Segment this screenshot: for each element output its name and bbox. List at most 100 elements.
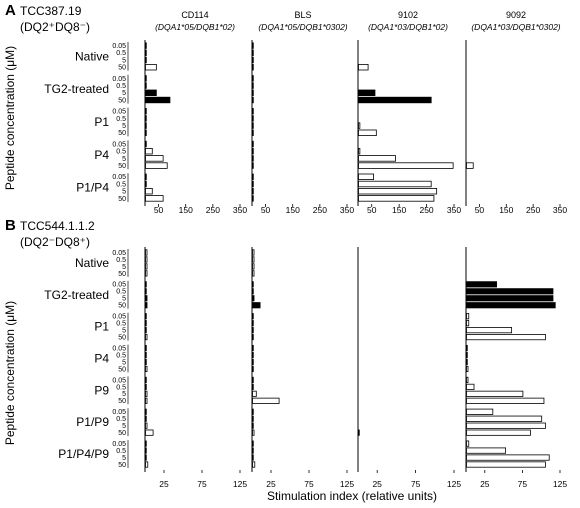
panel-b-group-tg2-treated-bar-9092-0-5 (466, 288, 554, 295)
panel-b-group-p4-bar-9092-5 (466, 358, 468, 366)
panel-a-group-tg2-treated-bar-cd114-50 (145, 96, 171, 104)
panel-b-group-p1-conc-5: 5 (122, 328, 126, 335)
panel-a-tick-label-bls-50: 50 (261, 205, 271, 215)
panel-a-group-p1-p4-bar-bls-5 (252, 187, 254, 195)
panel-a-group-tg2-treated-bar-cd114-0-05 (145, 75, 147, 82)
panel-b-group-p1-p9-conc-50: 50 (118, 430, 126, 437)
panel-a-group-p4-bar-cd114-0-05 (145, 140, 147, 148)
panel-b-group-p4-bar-cd114-0-05 (145, 344, 147, 352)
panel-b-group-p1-p4-p9-bar-cd114-50 (145, 461, 149, 468)
panel-a-group-tg2-treated-bar-bls-5 (252, 89, 254, 96)
panel-b-group-tg2-treated-bar-9092-50 (466, 302, 556, 309)
panel-b-group-p4-bar-bls-0-05 (252, 344, 254, 352)
panel-a-group-p1-p4-conc-0-5: 0.5 (116, 181, 126, 188)
panel-b-tick-label-9102-125: 125 (447, 479, 461, 489)
panel-b-group-tg2-treated-bar-9092-5 (466, 295, 554, 302)
panel-b-phenotype: (DQ2⁻DQ8⁺) (20, 235, 90, 249)
panel-a-tick-label-9092-50: 50 (475, 205, 485, 215)
panel-a-group-p1-bar-bls-50 (252, 129, 254, 136)
panel-a-group-p1-p4-bar-9102-0-05 (358, 173, 374, 180)
panel-b-group-native-bar-cd114-5 (145, 263, 148, 270)
panel-b-group-p1-p9-bar-9092-0-5 (466, 415, 543, 422)
panel-b-group-p1-p4-p9-bar-9092-0-5 (466, 447, 507, 454)
panel-b-group-native-bar-bls-50 (252, 270, 255, 277)
panel-a-group-p1-conc-5: 5 (122, 123, 126, 130)
panel-a-group-p1-bar-bls-5 (252, 122, 254, 129)
panel-b-group-p1-p9-bar-bls-0-05 (252, 408, 254, 415)
panel-a-group-p4-conc-5: 5 (122, 156, 126, 163)
panel-b-group-tg2-treated-conc-5: 5 (122, 296, 126, 303)
panel-a-group-native-bar-bls-0-05 (252, 42, 254, 49)
panel-b-tick-label-cd114-25: 25 (159, 479, 169, 489)
panel-a-group-p1-label: P1 (94, 115, 109, 129)
panel-b-group-p1-p4-p9-bar-cd114-0-5 (145, 447, 147, 454)
panel-b-group-p9-bar-cd114-0-05 (145, 376, 147, 383)
panel-a-group-p1-p4-bar-cd114-0-05 (145, 173, 147, 180)
panel-a-group-p1-p4-label: P1/P4 (76, 181, 109, 195)
panel-a-group-tg2-treated-bar-bls-0-05 (252, 75, 254, 82)
panel-b-group-tg2-treated-conc-50: 50 (118, 303, 126, 310)
panel-b-group-p1-p4-p9-bar-9092-50 (466, 461, 546, 468)
panel-b-group-native-conc-0-5: 0.5 (116, 257, 126, 264)
panel-b-group-p9-conc-0-05: 0.05 (112, 377, 126, 384)
panel-b-group-native-bar-cd114-0-05 (145, 249, 148, 256)
panel-a-group-p1-conc-0-05: 0.05 (112, 109, 126, 116)
panel-a-group-tg2-treated-bar-bls-0-5 (252, 82, 254, 89)
panel-b-group-p1-bar-bls-5 (252, 327, 254, 334)
col-header-9092: 9092 (506, 10, 526, 20)
panel-b-group-p9-conc-0-5: 0.5 (116, 384, 126, 391)
panel-a-group-p1-p4-bar-9102-5 (358, 187, 438, 195)
panel-b-group-p1-label: P1 (94, 320, 109, 334)
panel-b-group-p1-p4-p9-bar-bls-5 (252, 454, 254, 461)
panel-a-group-p1-conc-50: 50 (118, 130, 126, 137)
panel-b-group-p4-bar-cd114-50 (145, 365, 148, 373)
panel-a-group-native-bar-cd114-0-5 (145, 49, 147, 56)
panel-a-group-p1-p4-bar-9102-0-5 (358, 180, 432, 188)
panel-a-group-p4-conc-0-05: 0.05 (112, 141, 126, 148)
panel-b-tick-label-bls-125: 125 (340, 479, 354, 489)
panel-b-group-p9-bar-cd114-0-5 (145, 383, 147, 390)
panel-b-group-p1-p9-conc-5: 5 (122, 423, 126, 430)
panel-a-group-p1-p4-bar-9102-50 (358, 195, 435, 202)
panel-a-group-p4-bar-cd114-50 (145, 162, 168, 169)
panel-b-group-p1-p9-bar-9092-5 (466, 422, 546, 429)
panel-a-group-tg2-treated-conc-50: 50 (118, 97, 126, 104)
panel-b-tick-label-cd114-125: 125 (233, 479, 247, 489)
panel-b-group-p4-bar-9092-0-5 (466, 351, 468, 359)
panel-b-group-p4-bar-9092-50 (466, 365, 469, 373)
panel-b-tick-label-bls-25: 25 (266, 479, 276, 489)
panel-b-group-p1-p4-p9-conc-0-05: 0.05 (112, 441, 126, 448)
panel-a-tick-label-9102-50: 50 (367, 205, 377, 215)
col-genotype-9102: (DQA1*03/DQB1*02) (368, 22, 448, 32)
panel-b-group-native-conc-50: 50 (118, 271, 126, 278)
panel-b-group-p1-p4-p9-bar-bls-0-5 (252, 447, 254, 454)
panel-a-group-p4-bar-bls-50 (252, 162, 254, 169)
panel-b-group-p9-bar-9092-50 (466, 397, 545, 404)
y-axis-title-a: Peptide concentration (μM) (3, 46, 17, 190)
panel-b-group-p1-bar-9092-5 (466, 327, 513, 334)
panel-b-group-native-conc-0-05: 0.05 (112, 250, 126, 257)
panel-b-group-p9-bar-9092-0-05 (466, 376, 469, 383)
col-genotype-9092: (DQA1*03/DQB1*0302) (471, 22, 560, 32)
panel-a-group-p4-bar-9102-5 (358, 155, 396, 162)
panel-b-clone: TCC544.1.1.2 (20, 219, 95, 233)
panel-b-group-tg2-treated-label: TG2-treated (44, 288, 109, 302)
panel-b-group-p1-conc-0-5: 0.5 (116, 321, 126, 328)
panel-a-group-tg2-treated-bar-cd114-5 (145, 89, 157, 96)
col-header-bls: BLS (294, 10, 311, 20)
panel-b-group-p9-bar-bls-0-5 (252, 383, 254, 390)
panel-a-group-p1-bar-cd114-0-5 (145, 115, 147, 122)
panel-b-group-tg2-treated-bar-cd114-50 (145, 302, 148, 309)
panel-b-group-p1-conc-50: 50 (118, 334, 126, 341)
panel-b-group-p1-conc-0-05: 0.05 (112, 314, 126, 321)
panel-a-group-native-conc-0-5: 0.5 (116, 50, 126, 57)
panel-b-group-p1-p4-p9-bar-bls-50 (252, 461, 256, 468)
panel-b-group-tg2-treated-conc-0-5: 0.5 (116, 289, 126, 296)
panel-b-group-p9-conc-5: 5 (122, 391, 126, 398)
panel-a-group-native-bar-bls-0-5 (252, 49, 254, 56)
panel-b-group-tg2-treated-conc-0-05: 0.05 (112, 282, 126, 289)
panel-a-group-p1-bar-cd114-50 (145, 129, 147, 136)
panel-a-phenotype: (DQ2⁺DQ8⁻) (20, 20, 90, 34)
panel-b-group-native-bar-cd114-0-5 (145, 256, 148, 263)
panel-a-tick-label-9102-250: 250 (419, 205, 433, 215)
